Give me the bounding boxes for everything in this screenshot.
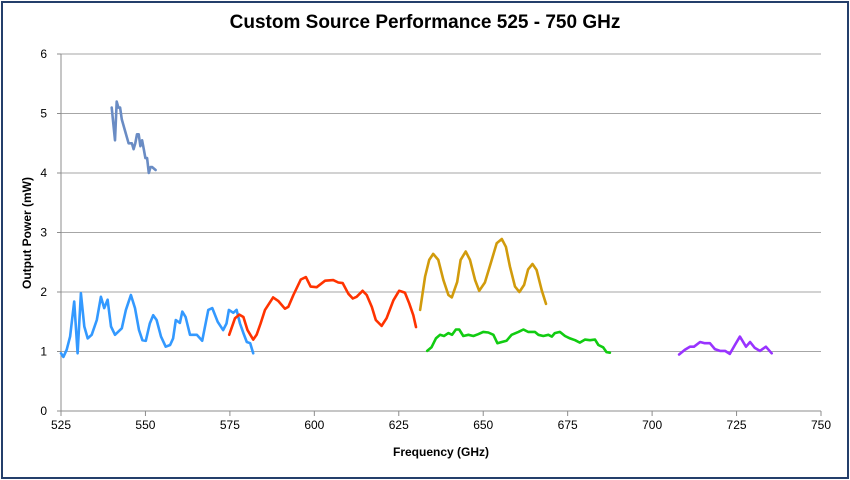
x-axis-label: Frequency (GHz) (393, 445, 489, 459)
y-tick-label: 5 (40, 107, 47, 121)
y-tick-label: 3 (40, 226, 47, 240)
x-tick-label: 600 (304, 418, 324, 432)
x-tick-label: 700 (642, 418, 662, 432)
x-tick-label: 725 (727, 418, 747, 432)
y-tick-label: 6 (40, 47, 47, 61)
x-tick-label: 675 (558, 418, 578, 432)
series-6-line (677, 335, 773, 356)
y-tick-label: 0 (40, 404, 47, 418)
chart-title: Custom Source Performance 525 - 750 GHz (229, 12, 621, 33)
y-tick-label: 1 (40, 345, 47, 359)
x-tick-label: 650 (473, 418, 493, 432)
series-3-line (227, 275, 418, 341)
series-1-line (110, 100, 157, 175)
series-2-line (59, 291, 255, 359)
x-tick-label: 750 (811, 418, 831, 432)
x-tick-label: 575 (220, 418, 240, 432)
series-4-line (418, 237, 548, 312)
x-tick-label: 625 (389, 418, 409, 432)
y-tick-label: 2 (40, 285, 47, 299)
x-tick-label: 525 (51, 418, 71, 432)
y-tick-label: 4 (40, 166, 47, 180)
series-5-line (425, 328, 612, 354)
y-axis-label: Output Power (mW) (20, 177, 34, 289)
x-tick-label: 550 (135, 418, 155, 432)
